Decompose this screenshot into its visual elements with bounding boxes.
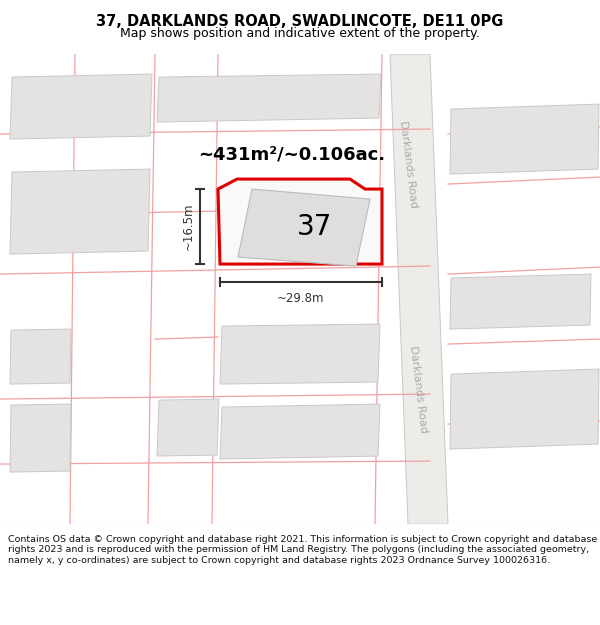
Text: 37: 37 (298, 213, 332, 241)
Text: Contains OS data © Crown copyright and database right 2021. This information is : Contains OS data © Crown copyright and d… (8, 535, 597, 565)
Polygon shape (157, 74, 381, 122)
Polygon shape (10, 169, 150, 254)
Text: Map shows position and indicative extent of the property.: Map shows position and indicative extent… (120, 27, 480, 40)
Polygon shape (238, 189, 370, 266)
Polygon shape (450, 104, 599, 174)
Polygon shape (157, 399, 219, 456)
Polygon shape (10, 404, 71, 472)
Text: 37, DARKLANDS ROAD, SWADLINCOTE, DE11 0PG: 37, DARKLANDS ROAD, SWADLINCOTE, DE11 0P… (97, 14, 503, 29)
Polygon shape (390, 54, 448, 524)
Text: ~29.8m: ~29.8m (277, 291, 325, 304)
Polygon shape (220, 324, 380, 384)
Text: ~431m²/~0.106ac.: ~431m²/~0.106ac. (198, 145, 385, 163)
Text: ~16.5m: ~16.5m (182, 202, 194, 250)
Polygon shape (218, 179, 382, 264)
Polygon shape (10, 329, 71, 384)
Polygon shape (220, 404, 380, 459)
Polygon shape (10, 74, 152, 139)
Polygon shape (450, 274, 591, 329)
Text: Darklands Road: Darklands Road (398, 120, 418, 208)
Polygon shape (450, 369, 599, 449)
Text: Darklands Road: Darklands Road (407, 345, 428, 433)
